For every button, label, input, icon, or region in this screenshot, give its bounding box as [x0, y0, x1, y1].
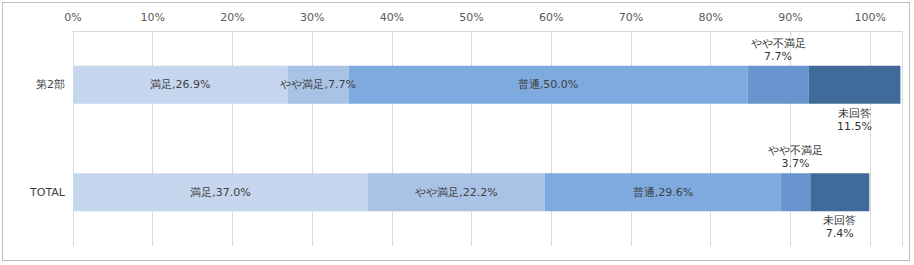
svg-text:100%: 100% — [854, 11, 885, 24]
svg-text:10%: 10% — [140, 11, 164, 24]
svg-text:未回答: 未回答 — [838, 107, 871, 120]
svg-text:30%: 30% — [300, 11, 324, 24]
svg-text:やや不満足: やや不満足 — [751, 37, 806, 50]
svg-text:80%: 80% — [698, 11, 722, 24]
svg-text:普通,29.6%: 普通,29.6% — [633, 186, 693, 199]
svg-text:7.7%: 7.7% — [764, 50, 792, 63]
svg-text:TOTAL: TOTAL — [29, 186, 66, 199]
svg-text:11.5%: 11.5% — [837, 120, 872, 133]
svg-text:90%: 90% — [778, 11, 802, 24]
svg-text:第2部: 第2部 — [36, 78, 65, 91]
svg-text:20%: 20% — [220, 11, 244, 24]
svg-text:70%: 70% — [619, 11, 643, 24]
svg-text:0%: 0% — [64, 11, 81, 24]
svg-text:やや満足,7.7%: やや満足,7.7% — [280, 78, 355, 91]
svg-text:普通,50.0%: 普通,50.0% — [518, 78, 578, 91]
svg-text:満足,26.9%: 満足,26.9% — [150, 78, 210, 91]
svg-text:50%: 50% — [459, 11, 483, 24]
svg-text:3.7%: 3.7% — [782, 157, 810, 170]
svg-text:40%: 40% — [380, 11, 404, 24]
svg-text:やや満足,22.2%: やや満足,22.2% — [415, 186, 497, 199]
svg-text:やや不満足: やや不満足 — [768, 144, 823, 157]
svg-text:未回答: 未回答 — [823, 214, 856, 227]
svg-text:7.4%: 7.4% — [826, 227, 854, 240]
svg-text:満足,37.0%: 満足,37.0% — [190, 186, 250, 199]
svg-text:60%: 60% — [539, 11, 563, 24]
